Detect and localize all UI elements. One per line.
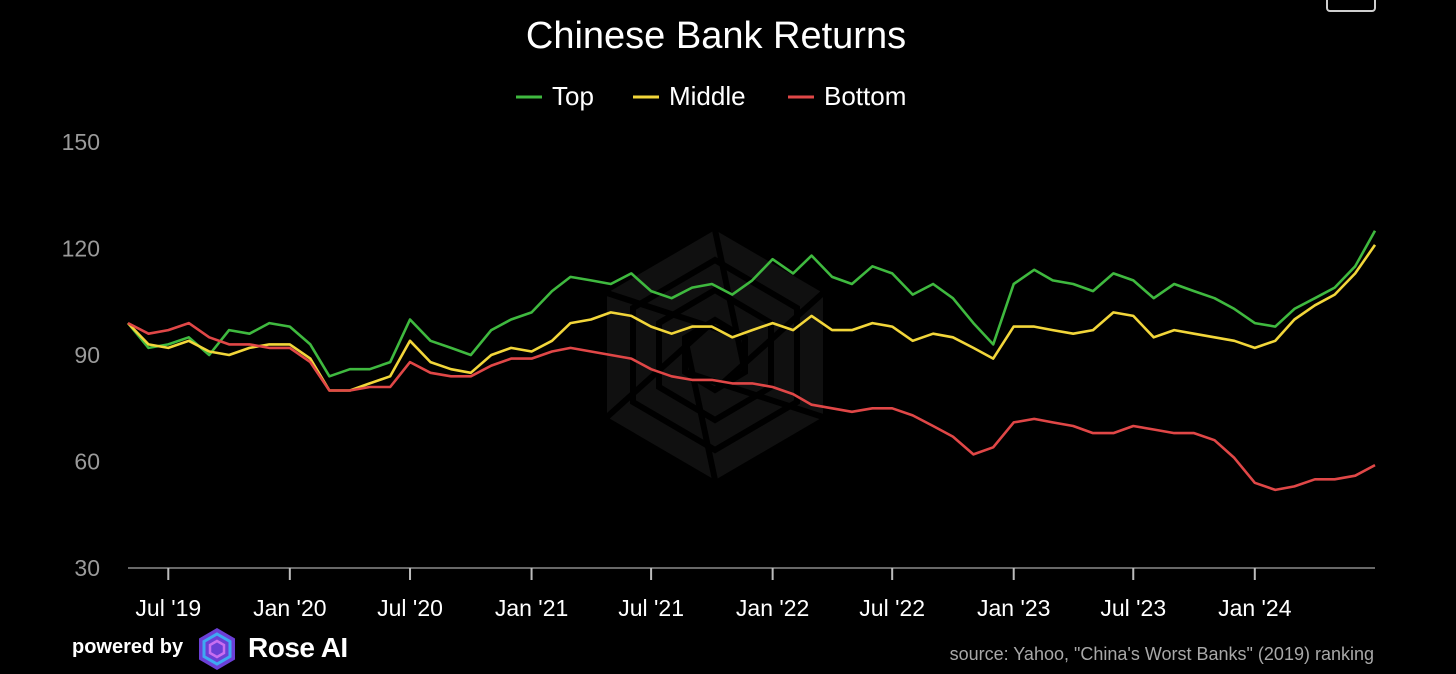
legend: Top Middle Bottom: [516, 81, 906, 111]
x-tick-label: Jul '20: [377, 595, 443, 621]
x-axis: Jul '19 Jan '20 Jul '20 Jan '21 Jul '21 Jan '…: [128, 567, 1375, 621]
rose-ai-watermark-icon: [604, 229, 826, 481]
menu-button-icon[interactable]: [1326, 0, 1376, 12]
legend-label-middle[interactable]: Middle: [669, 81, 746, 111]
x-tick-label: Jul '23: [1100, 595, 1166, 621]
series-line-top: [126, 230, 1377, 378]
y-tick-label: 90: [74, 342, 100, 368]
x-tick-label: Jan '20: [253, 595, 326, 621]
x-tick-label: Jul '22: [859, 595, 925, 621]
y-tick-label: 60: [74, 449, 100, 475]
legend-label-top[interactable]: Top: [552, 81, 594, 111]
x-tick-label: Jul '19: [135, 595, 201, 621]
x-tick-label: Jan '24: [1218, 595, 1292, 621]
legend-label-bottom[interactable]: Bottom: [824, 81, 906, 111]
y-tick-label: 30: [74, 555, 100, 581]
y-axis: 30 60 90 120 150: [62, 129, 100, 581]
y-tick-label: 150: [62, 129, 100, 155]
powered-by-label: powered by: [72, 636, 184, 658]
chart-title: Chinese Bank Returns: [526, 15, 906, 57]
x-tick-label: Jan '22: [736, 595, 809, 621]
x-tick-label: Jan '21: [495, 595, 568, 621]
source-note: source: Yahoo, "China's Worst Banks" (20…: [949, 644, 1374, 664]
rose-ai-logo-icon[interactable]: [194, 626, 240, 672]
brand-name[interactable]: Rose AI: [248, 632, 348, 663]
x-tick-label: Jul '21: [618, 595, 684, 621]
series-group: [126, 230, 1377, 492]
series-line-bottom: [127, 321, 1376, 492]
x-tick-label: Jan '23: [977, 595, 1050, 621]
y-tick-label: 120: [62, 236, 100, 262]
